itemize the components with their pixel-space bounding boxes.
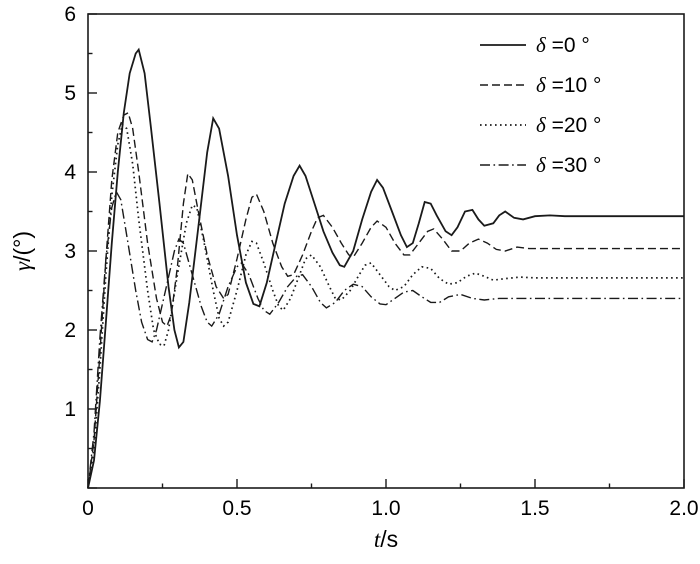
legend-label-1: δ =10 °: [536, 73, 601, 97]
y-tick-label: 3: [64, 240, 76, 263]
x-tick-label: 1.5: [520, 497, 549, 520]
y-tick-label: 4: [64, 161, 76, 184]
series-line-delta-20: [87, 122, 684, 489]
series-line-delta-10: [87, 111, 684, 489]
legend-label-3: δ =30 °: [536, 153, 601, 177]
y-axis-title: γ/(°): [9, 231, 35, 271]
y-tick-label: 2: [64, 319, 76, 342]
series-line-delta-0: [87, 47, 684, 489]
y-tick-label: 1: [64, 398, 76, 421]
series-line-delta-30: [87, 190, 684, 489]
x-tick-label: 0.5: [222, 497, 251, 520]
x-tick-label: 1.0: [371, 497, 400, 520]
y-tick-label: 6: [64, 3, 76, 26]
plot-border: [87, 13, 685, 489]
y-tick-label: 5: [64, 82, 76, 105]
legend-label-0: δ =0 °: [536, 33, 590, 57]
x-axis-title: t/s: [374, 526, 398, 552]
legend-label-2: δ =20 °: [536, 113, 601, 137]
x-tick-label: 0: [82, 497, 94, 520]
x-tick-label: 2.0: [669, 497, 698, 520]
